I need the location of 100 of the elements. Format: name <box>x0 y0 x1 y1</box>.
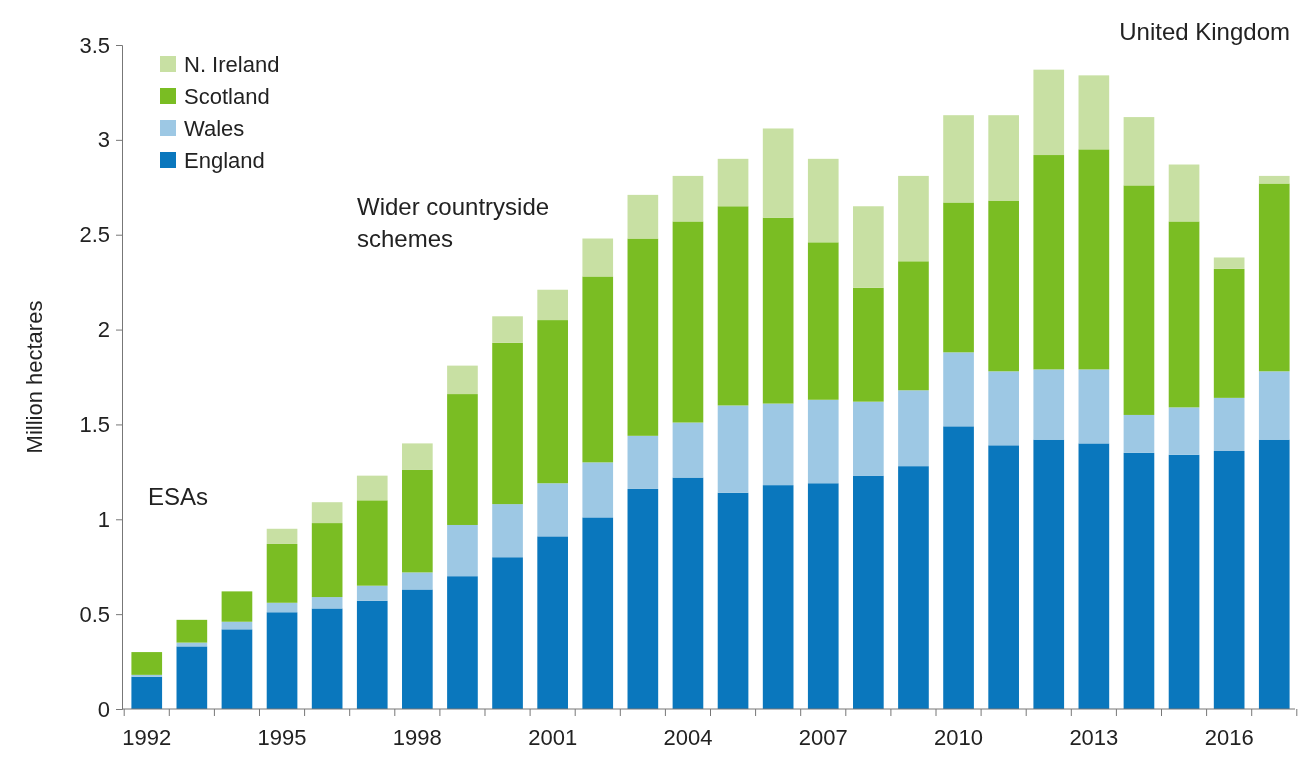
bar <box>672 477 704 709</box>
bar <box>762 217 794 404</box>
bar <box>221 629 253 709</box>
bar <box>1168 454 1200 709</box>
bar <box>762 128 794 218</box>
bar <box>221 621 253 630</box>
y-tick-label: 1 <box>97 506 110 532</box>
bar <box>943 426 974 709</box>
x-tick-label: 2016 <box>1204 725 1254 750</box>
annotation: Wider countryside schemes <box>357 193 550 252</box>
bar <box>898 261 929 391</box>
bar <box>582 517 614 709</box>
bar <box>898 390 929 467</box>
bar <box>1213 397 1245 451</box>
bar <box>492 316 523 343</box>
x-tick-label: 2010 <box>934 725 984 750</box>
bar <box>1168 221 1200 408</box>
bar <box>1033 155 1065 370</box>
bar <box>492 342 523 505</box>
bar <box>1168 164 1200 222</box>
bar <box>807 399 839 484</box>
y-axis-title: Million hectares <box>22 300 47 454</box>
bar <box>1078 369 1110 444</box>
bar <box>1168 407 1200 455</box>
bar <box>853 206 884 288</box>
y-tick-label: 0 <box>97 696 110 722</box>
bar <box>898 466 929 709</box>
bar <box>311 502 343 524</box>
bar <box>627 238 659 436</box>
bar <box>356 585 388 601</box>
bar <box>1258 175 1290 184</box>
bar <box>1123 414 1155 453</box>
bar <box>311 597 343 609</box>
bar <box>627 488 659 709</box>
bar <box>356 600 388 709</box>
bar <box>537 536 568 709</box>
bar <box>988 445 1019 709</box>
bar <box>311 523 343 598</box>
bar <box>1078 149 1110 370</box>
x-tick-label: 1992 <box>122 725 172 750</box>
bar <box>492 504 523 558</box>
bar <box>402 443 433 470</box>
bar <box>1213 268 1245 398</box>
bar <box>447 524 478 577</box>
bar <box>266 602 298 613</box>
bar <box>853 401 884 476</box>
bar <box>988 371 1019 446</box>
bar <box>672 422 704 478</box>
bar <box>176 619 208 643</box>
bar <box>356 500 388 586</box>
x-tick-label: 2004 <box>663 725 713 750</box>
x-tick-label: 1995 <box>257 725 307 750</box>
bar <box>717 158 749 207</box>
bar <box>447 576 478 709</box>
bar <box>537 289 568 321</box>
bar <box>762 485 794 709</box>
bar <box>1213 450 1245 709</box>
bar <box>853 287 884 402</box>
bar <box>582 276 614 463</box>
bar <box>943 115 974 203</box>
bar <box>266 543 298 603</box>
bar <box>402 469 433 573</box>
legend-label: Scotland <box>184 84 270 109</box>
legend-label: England <box>184 148 265 173</box>
bar <box>582 238 614 277</box>
bar <box>988 200 1019 372</box>
y-tick-label: 3 <box>97 127 110 153</box>
bar <box>1258 183 1290 372</box>
bar <box>356 475 388 501</box>
x-tick-label: 2007 <box>798 725 848 750</box>
bar <box>1078 443 1110 709</box>
bar <box>537 483 568 537</box>
annotation: ESAs <box>148 483 209 510</box>
bar <box>447 394 478 525</box>
bar <box>717 405 749 493</box>
bar <box>807 483 839 709</box>
bar <box>1123 117 1155 186</box>
y-tick-label: 3.5 <box>79 32 110 58</box>
bar <box>1033 439 1065 709</box>
bar <box>898 175 929 262</box>
bar <box>402 589 433 709</box>
y-tick-label: 1.5 <box>79 411 110 437</box>
bar <box>447 365 478 395</box>
bar <box>1258 371 1290 440</box>
x-tick-label: 1998 <box>392 725 442 750</box>
y-tick-label: 2 <box>97 317 110 343</box>
y-tick-label: 0.5 <box>79 601 110 627</box>
bar <box>627 194 659 239</box>
legend-label: Wales <box>184 116 245 141</box>
bar <box>717 206 749 406</box>
bar <box>1213 257 1245 269</box>
x-tick-label: 2001 <box>528 725 578 750</box>
bar <box>672 175 704 222</box>
bar <box>1033 69 1065 156</box>
bar <box>266 528 298 544</box>
legend-label: N. Ireland <box>184 52 280 77</box>
bar <box>1123 185 1155 415</box>
bar <box>807 242 839 400</box>
bar <box>1123 452 1155 709</box>
bar <box>492 557 523 709</box>
